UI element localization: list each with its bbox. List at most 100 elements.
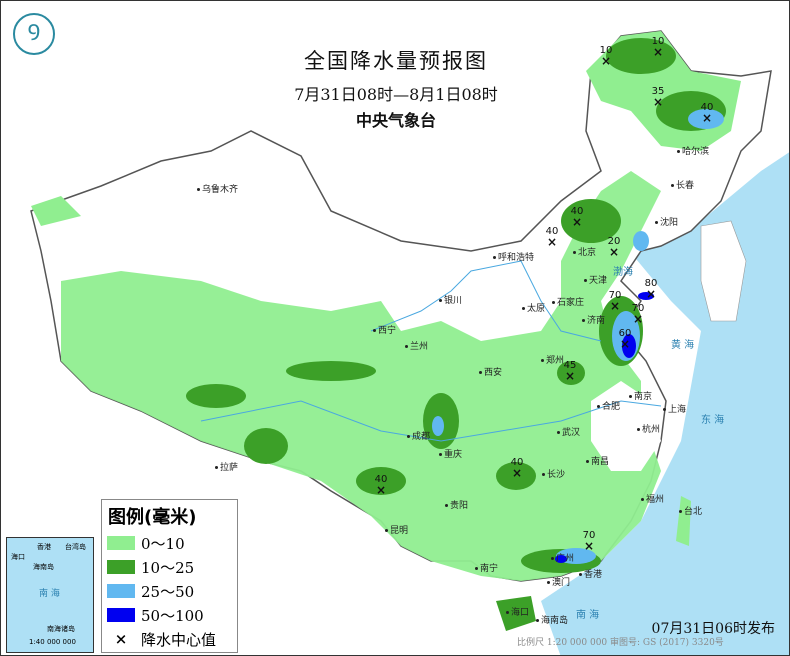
legend-title: 图例(毫米) — [108, 507, 197, 528]
city-label: 兰州 — [405, 339, 428, 352]
city-label: 贵阳 — [445, 498, 468, 511]
scale-note: 比例尺 1:20 000 000 审图号: GS (2017) 3320号 — [517, 638, 724, 648]
city-label: 哈尔滨 — [677, 144, 709, 157]
rain-center: 40 × — [567, 206, 587, 229]
rain-center-value: 40 — [374, 474, 388, 485]
city-label: 郑州 — [541, 353, 564, 366]
issuer: 中央气象台 — [355, 111, 436, 130]
inset-label: 南海诸岛 — [47, 625, 75, 633]
cross-icon: × — [546, 235, 558, 249]
city-label: 上海 — [663, 402, 686, 415]
cross-icon: × — [375, 483, 387, 497]
cross-icon: × — [645, 287, 657, 301]
rain-center: 70 × — [605, 291, 625, 313]
rain-center: 45 × — [560, 360, 580, 383]
legend-label: 0～10 — [141, 534, 185, 553]
city-label: 南昌 — [586, 454, 609, 467]
legend: 图例(毫米) 0～10 10～25 25～50 50～100 × 降水中心值 — [101, 499, 238, 653]
city-label: 南宁 — [475, 561, 498, 574]
rain-center-value: 70 — [631, 303, 645, 314]
rain-center-value: 45 — [563, 360, 577, 371]
legend-item: 0～10 — [107, 531, 237, 555]
rain-center: 10 × — [596, 45, 616, 68]
city-label: 银川 — [439, 293, 462, 306]
legend-swatch — [107, 608, 135, 622]
rain-center-value: 20 — [607, 236, 621, 247]
city-label: 台北 — [679, 504, 702, 517]
map-title: 全国降水量预报图 — [304, 49, 488, 73]
cross-icon: × — [619, 337, 631, 351]
cma-logo: Ꝯ — [13, 13, 55, 55]
city-label: 重庆 — [439, 447, 462, 460]
rain-center-value: 35 — [651, 86, 665, 97]
cross-icon: × — [652, 95, 664, 109]
rain-center: 20 × — [604, 236, 624, 259]
cross-icon: × — [564, 369, 576, 383]
city-label: 南京 — [629, 389, 652, 402]
cross-icon: × — [632, 312, 644, 326]
legend-label: 25～50 — [141, 582, 195, 601]
city-label: 西安 — [479, 365, 502, 378]
city-label: 海南岛 — [536, 613, 568, 626]
cross-icon: × — [608, 245, 620, 259]
rain-center: 40 × — [507, 457, 527, 480]
city-label: 福州 — [641, 492, 664, 505]
city-label: 海口 — [506, 605, 529, 618]
city-label: 广州 — [551, 551, 574, 564]
legend-label: 降水中心值 — [141, 630, 217, 649]
rain-center: 70 × — [628, 303, 648, 326]
legend-swatch — [107, 536, 135, 550]
sea-label: 南 海 — [576, 610, 600, 621]
legend-swatch — [107, 584, 135, 598]
legend-item: 10～25 — [107, 555, 237, 579]
city-label: 杭州 — [637, 422, 660, 435]
city-label: 昆明 — [385, 523, 408, 536]
city-label: 沈阳 — [655, 215, 678, 228]
city-label: 西宁 — [373, 323, 396, 336]
inset-label: 南 海 — [39, 589, 60, 599]
cross-icon: × — [701, 111, 713, 125]
cross-icon: × — [114, 630, 128, 648]
city-label: 济南 — [582, 313, 605, 326]
rain-center-value: 40 — [700, 102, 714, 113]
city-label: 成都 — [407, 429, 430, 442]
rain-center: 60 × — [615, 329, 635, 351]
rain-center: 80 × — [641, 279, 661, 301]
city-label: 石家庄 — [552, 295, 584, 308]
inset-label: 海南岛 — [33, 563, 54, 571]
sea-label: 东 海 — [701, 415, 725, 426]
rain-center-value: 40 — [510, 457, 524, 468]
inset-label: 海口 — [11, 553, 25, 561]
city-label: 长春 — [671, 178, 694, 191]
inset-scale: 1:40 000 000 — [29, 638, 76, 646]
rain-center: 40 × — [542, 227, 562, 249]
rain-center-value: 40 — [570, 206, 584, 217]
city-label: 天津 — [584, 273, 607, 286]
legend-item: 50～100 — [107, 603, 237, 627]
rain-center: 35 × — [648, 86, 668, 109]
legend-item-center: × 降水中心值 — [107, 627, 237, 651]
city-label: 呼和浩特 — [493, 250, 534, 263]
city-label: 香港 — [579, 567, 602, 580]
issue-time: 07月31日06时发布 — [651, 621, 775, 637]
forecast-period: 7月31日08时—8月1日08时 — [294, 85, 498, 104]
city-label: 太原 — [522, 301, 545, 314]
city-label: 合肥 — [597, 399, 620, 412]
rain-center: 40 × — [697, 102, 717, 125]
rain-center: 10 × — [648, 36, 668, 59]
rain-center: 70 × — [579, 531, 599, 553]
rain-center-value: 10 — [651, 36, 665, 47]
yellow-river — [370, 260, 602, 342]
legend-item: 25～50 — [107, 579, 237, 603]
cross-icon: × — [511, 466, 523, 480]
inset-label: 台湾岛 — [65, 543, 86, 551]
legend-label: 50～100 — [141, 606, 204, 625]
rain-center: 40 × — [371, 474, 391, 497]
city-label: 武汉 — [557, 425, 580, 438]
rain-center-value: 10 — [599, 45, 613, 56]
city-label: 澳门 — [547, 575, 570, 588]
sea-label: 渤海 — [613, 267, 633, 278]
south-china-sea-inset: 香港 海口 海南岛 台湾岛 南 海 南海诸岛 1:40 000 000 — [6, 537, 94, 653]
cross-icon: × — [652, 45, 664, 59]
